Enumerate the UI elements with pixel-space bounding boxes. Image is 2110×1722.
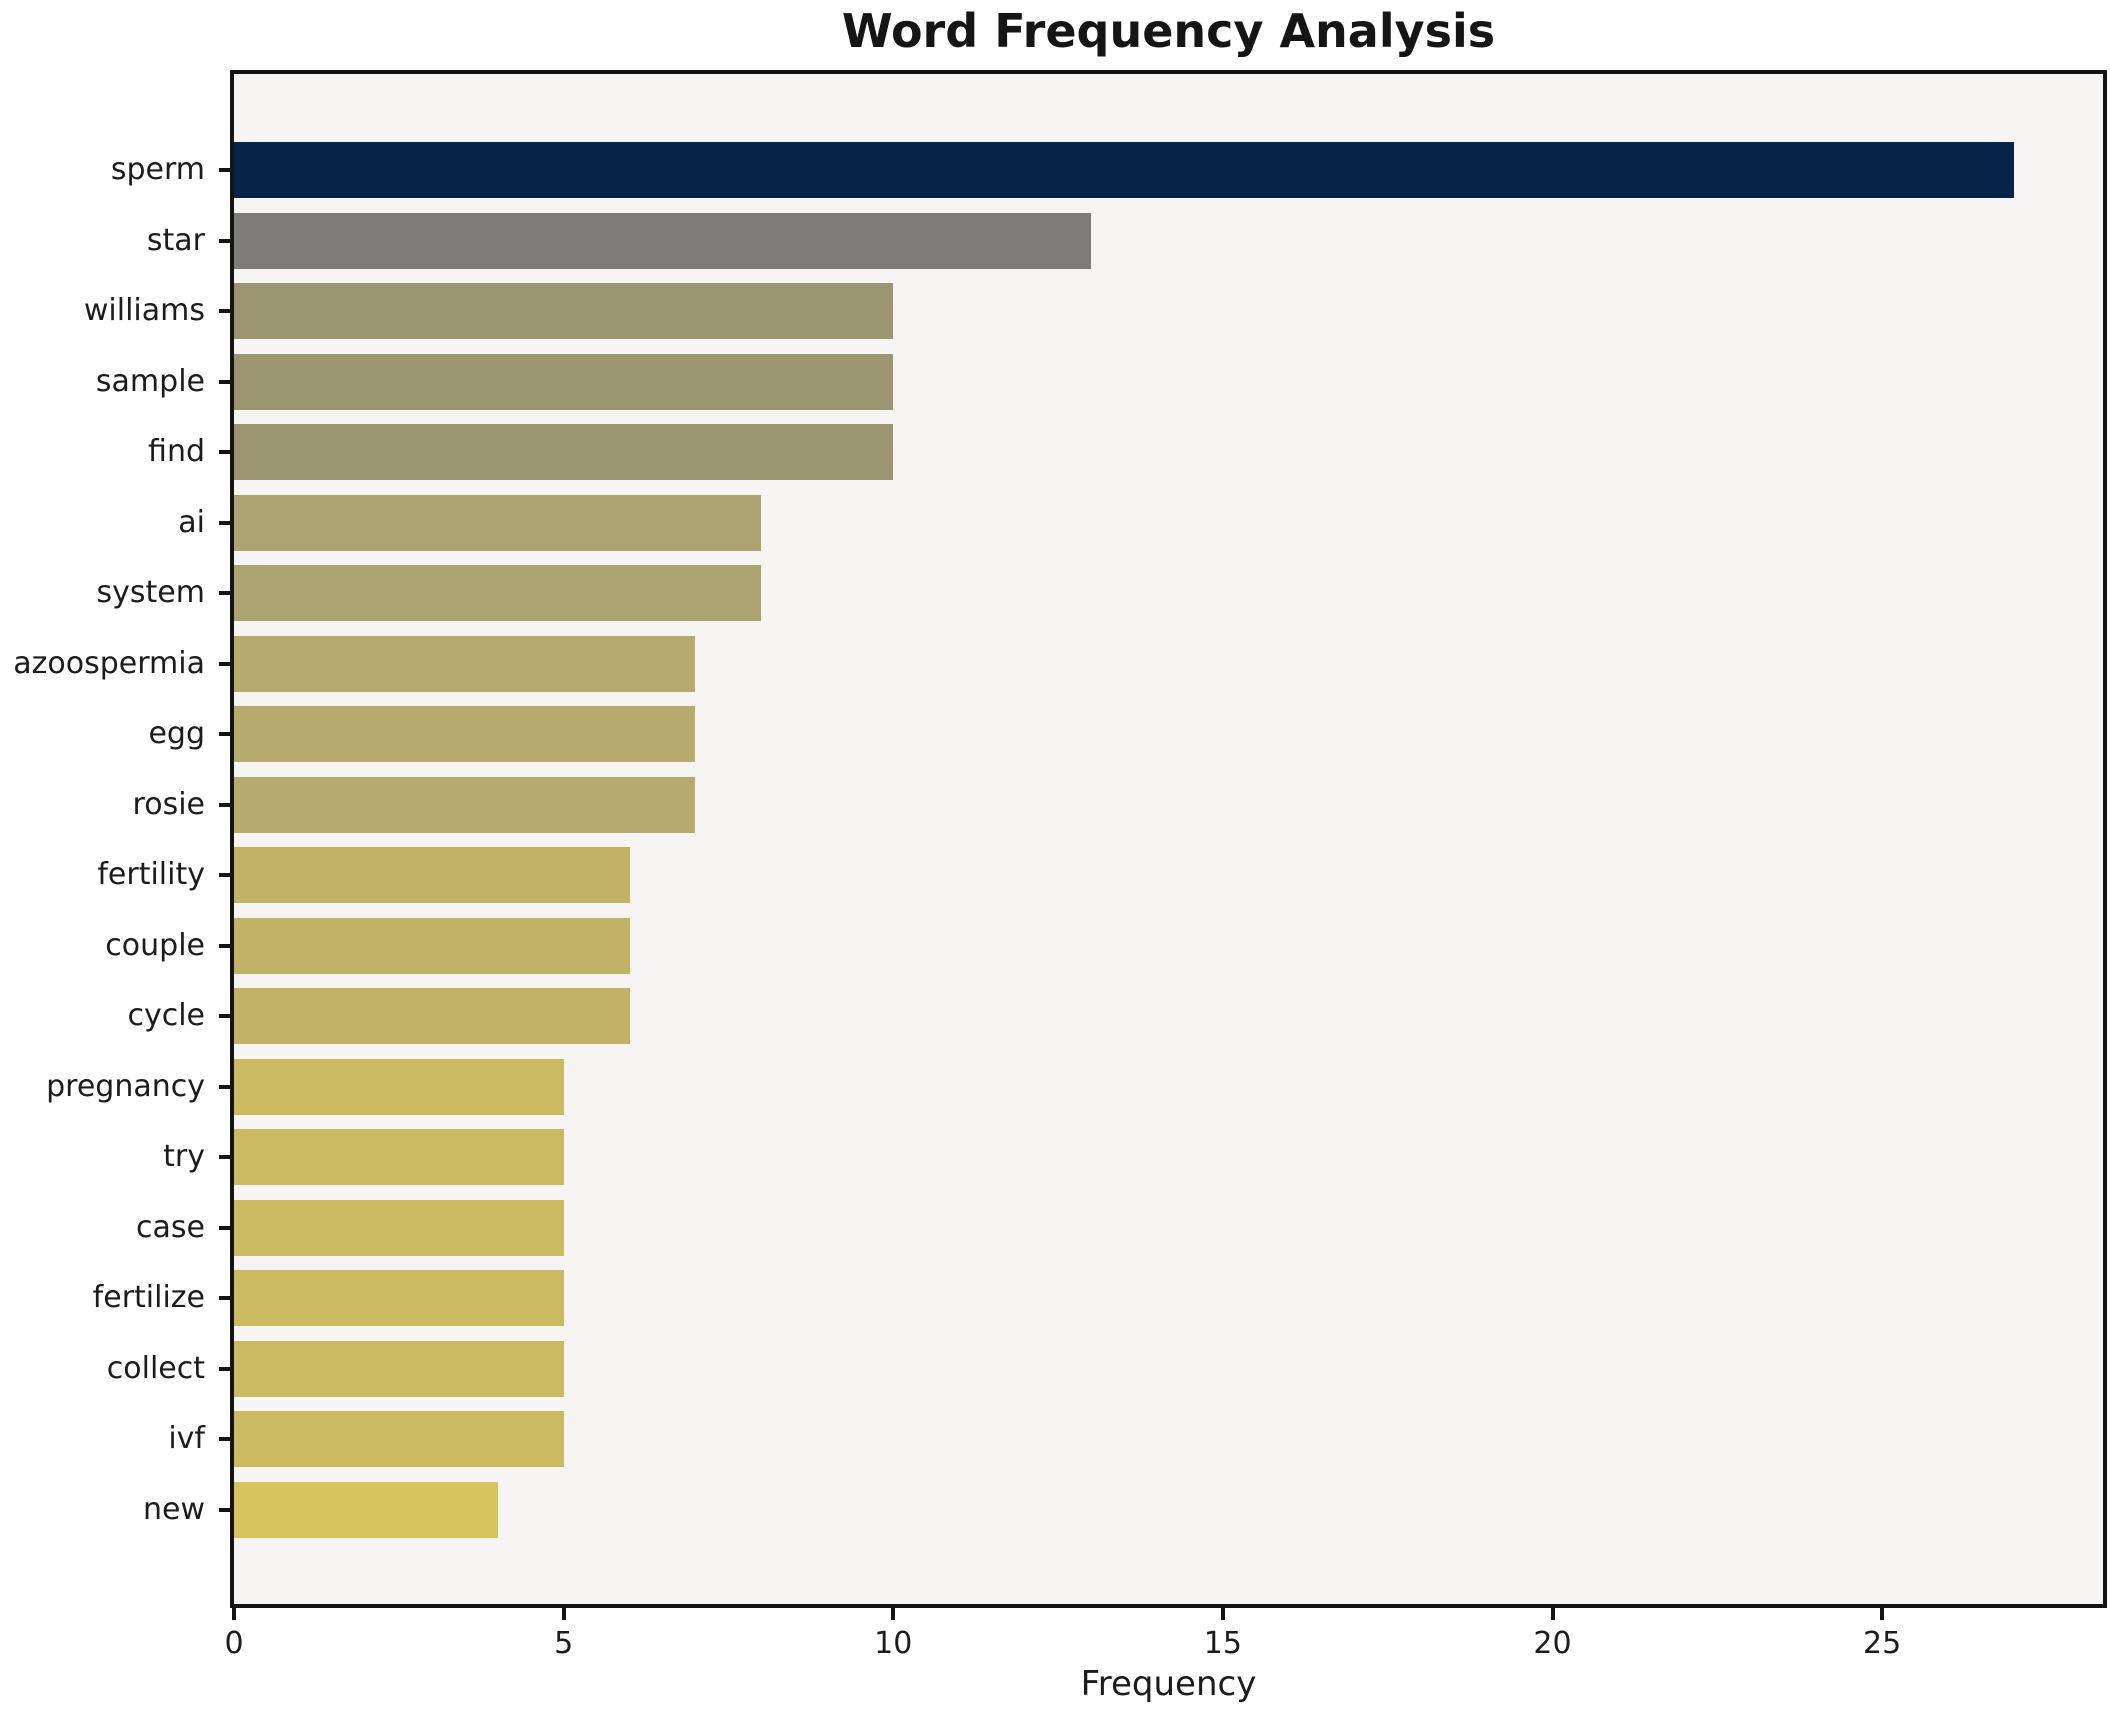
y-tick-label-find: find — [148, 434, 205, 469]
y-tick-label-case: case — [136, 1209, 205, 1245]
y-tick-mark — [219, 309, 230, 313]
y-tick-mark — [219, 1437, 230, 1441]
bar-rosie — [234, 776, 696, 833]
y-tick-mark — [219, 1155, 230, 1159]
y-tick-label-try: try — [163, 1139, 205, 1174]
bar-azoospermia — [234, 635, 696, 692]
bar-sample — [234, 353, 894, 410]
x-tick-mark — [1550, 1608, 1555, 1620]
y-tick-mark — [219, 1225, 230, 1230]
y-tick-label-sample: sample — [95, 363, 205, 399]
x-tick-label-25: 25 — [1863, 1626, 1902, 1661]
y-tick-label-star: star — [146, 222, 205, 258]
bar-ivf — [234, 1411, 564, 1467]
bar-fertilize — [234, 1270, 564, 1326]
bar-find — [234, 424, 894, 480]
chart-title: Word Frequency Analysis — [841, 4, 1496, 58]
y-tick-mark — [219, 238, 230, 243]
y-tick-mark — [219, 661, 230, 666]
bar-collect — [234, 1340, 564, 1397]
x-axis-label: Frequency — [1080, 1664, 1257, 1704]
y-tick-mark — [219, 873, 230, 877]
y-tick-label-couple: couple — [105, 927, 205, 963]
x-tick-mark — [232, 1608, 236, 1620]
y-tick-mark — [219, 1366, 230, 1371]
x-tick-mark — [561, 1608, 566, 1620]
x-tick-mark — [891, 1608, 896, 1620]
y-tick-label-cycle: cycle — [127, 998, 205, 1033]
y-tick-label-azoospermia: azoospermia — [13, 645, 205, 681]
bar-williams — [234, 283, 894, 339]
x-tick-label-10: 10 — [874, 1626, 913, 1661]
bar-fertility — [234, 847, 630, 903]
bar-sperm — [234, 142, 2014, 198]
y-tick-label-pregnancy: pregnancy — [46, 1068, 205, 1104]
y-tick-mark — [219, 591, 230, 595]
y-tick-label-collect: collect — [106, 1350, 205, 1386]
y-tick-mark — [219, 379, 230, 384]
x-tick-label-5: 5 — [554, 1626, 574, 1661]
y-tick-mark — [219, 1296, 230, 1300]
y-tick-label-egg: egg — [148, 716, 205, 751]
bar-case — [234, 1199, 564, 1256]
y-tick-label-sperm: sperm — [110, 152, 205, 187]
y-tick-label-rosie: rosie — [132, 786, 205, 822]
bar-star — [234, 212, 1092, 269]
y-tick-mark — [219, 732, 230, 736]
y-tick-mark — [219, 802, 230, 807]
y-tick-mark — [219, 943, 230, 948]
bar-ai — [234, 494, 762, 551]
y-tick-label-system: system — [96, 575, 205, 610]
y-tick-mark — [219, 1507, 230, 1512]
y-tick-mark — [219, 450, 230, 454]
bar-system — [234, 565, 762, 621]
y-tick-mark — [219, 1014, 230, 1018]
bar-couple — [234, 917, 630, 974]
bar-pregnancy — [234, 1058, 564, 1115]
x-tick-mark — [1220, 1608, 1225, 1620]
bar-new — [234, 1481, 498, 1538]
y-tick-label-williams: williams — [83, 293, 205, 328]
x-tick-label-20: 20 — [1533, 1626, 1572, 1661]
y-tick-label-ivf: ivf — [168, 1421, 205, 1456]
y-tick-label-new: new — [142, 1491, 205, 1527]
x-tick-label-15: 15 — [1203, 1626, 1242, 1661]
x-tick-label-0: 0 — [224, 1626, 244, 1661]
plot-area — [230, 70, 2107, 1608]
y-tick-label-ai: ai — [178, 504, 205, 540]
x-tick-mark — [1880, 1608, 1885, 1620]
y-tick-mark — [219, 1084, 230, 1089]
bar-egg — [234, 706, 696, 762]
bar-cycle — [234, 988, 630, 1044]
y-tick-label-fertilize: fertilize — [92, 1280, 205, 1315]
bar-try — [234, 1129, 564, 1185]
y-tick-mark — [219, 520, 230, 525]
y-tick-mark — [219, 168, 230, 172]
y-tick-label-fertility: fertility — [97, 857, 205, 892]
